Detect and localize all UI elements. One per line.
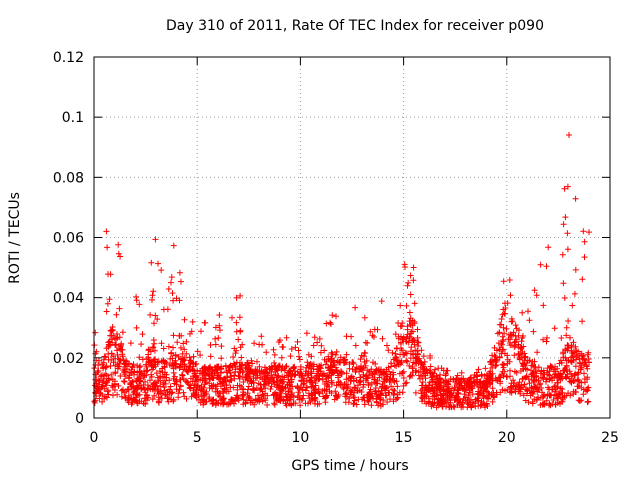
x-tick-labels: 0 5 10 15 20 25 <box>90 430 619 446</box>
x-axis-label: GPS time / hours <box>291 458 408 474</box>
x-tick-label: 0 <box>90 430 99 446</box>
y-tick-label: 0.1 <box>62 110 84 126</box>
y-tick-label: 0.02 <box>53 351 84 367</box>
y-tick-labels: 0 0.02 0.04 0.06 0.08 0.1 0.12 <box>53 50 84 427</box>
y-tick-label: 0.06 <box>53 231 84 247</box>
y-axis-label: ROTI / TECUs <box>7 192 23 284</box>
y-tick-label: 0.12 <box>53 50 84 66</box>
y-tick-label: 0 <box>75 411 84 427</box>
x-tick-label: 15 <box>395 430 413 446</box>
x-tick-label: 25 <box>601 430 619 446</box>
axis-ticks <box>93 56 611 419</box>
x-tick-label: 5 <box>193 430 202 446</box>
x-tick-label: 10 <box>291 430 309 446</box>
roti-point-markers <box>91 132 592 411</box>
x-tick-label: 20 <box>498 430 516 446</box>
data-points <box>91 132 592 411</box>
chart-title: Day 310 of 2011, Rate Of TEC Index for r… <box>166 18 544 34</box>
y-tick-label: 0.08 <box>53 170 84 186</box>
y-tick-label: 0.04 <box>53 291 84 307</box>
